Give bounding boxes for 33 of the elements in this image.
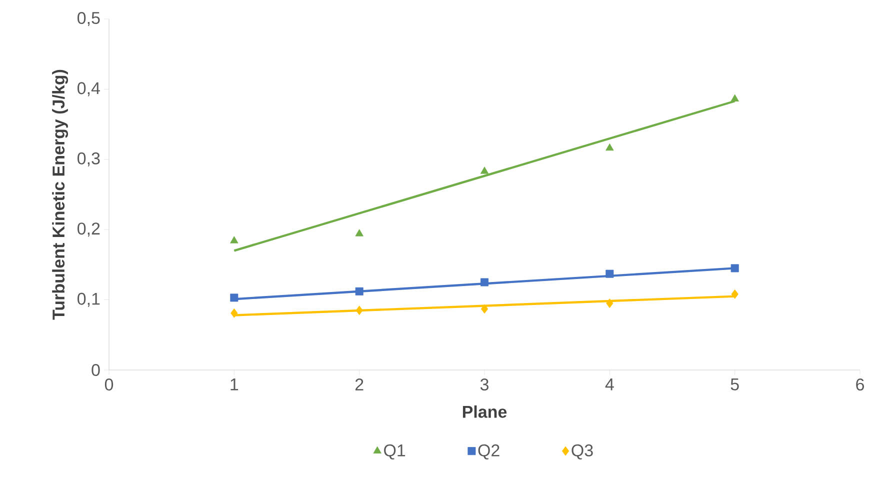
point — [355, 229, 364, 236]
point — [230, 294, 238, 302]
point — [606, 298, 614, 308]
point — [606, 143, 614, 151]
y-tick-label: 0,1 — [78, 292, 100, 307]
x-tick-label: 1 — [230, 378, 238, 390]
point — [731, 289, 738, 299]
legend-label: Q3 — [572, 444, 593, 460]
x-tick-label: 3 — [480, 378, 488, 391]
y-tick-label: 0,2 — [78, 222, 100, 237]
point — [480, 278, 488, 286]
point — [356, 306, 363, 316]
point — [606, 270, 614, 278]
point — [730, 94, 739, 102]
y-tick-label: 0,5 — [78, 12, 100, 26]
point — [230, 308, 238, 318]
point — [480, 304, 488, 314]
point — [480, 166, 489, 174]
point — [355, 287, 364, 296]
y-axis-title: Turbulent Kinetic Energy (J/kg) — [52, 70, 68, 320]
x-tick-label: 2 — [355, 378, 364, 390]
x-tick-label: 0 — [104, 378, 114, 391]
y-tick-label: 0 — [92, 364, 100, 376]
legend-label: Q2 — [478, 444, 500, 460]
x-tick-label: 4 — [605, 378, 614, 390]
y-tick-label: 0,4 — [78, 82, 100, 96]
x-axis-title: Plane — [462, 405, 507, 418]
x-tick-label: 6 — [856, 378, 864, 391]
point — [730, 264, 739, 272]
point — [230, 236, 238, 244]
x-tick-label: 5 — [730, 378, 739, 390]
y-tick-label: 0,3 — [78, 152, 100, 166]
legend-label: Q1 — [384, 444, 406, 460]
